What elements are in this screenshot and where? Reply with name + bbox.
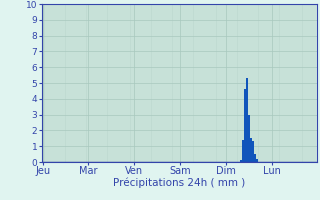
Bar bbox=[250, 138, 252, 162]
Bar bbox=[256, 159, 258, 162]
X-axis label: Précipitations 24h ( mm ): Précipitations 24h ( mm ) bbox=[113, 178, 245, 188]
Bar bbox=[240, 160, 242, 162]
Bar bbox=[248, 115, 250, 162]
Bar bbox=[252, 141, 254, 162]
Bar bbox=[254, 154, 256, 162]
Bar bbox=[242, 140, 244, 162]
Bar bbox=[244, 89, 246, 162]
Bar bbox=[246, 78, 248, 162]
